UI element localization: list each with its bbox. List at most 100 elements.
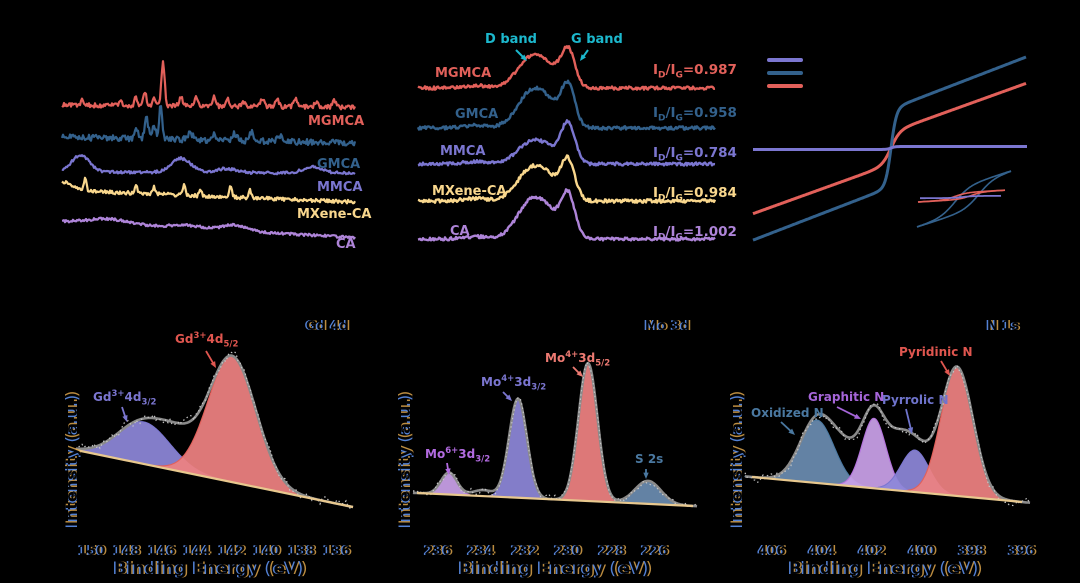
xrd-curve-mxene-ca [61, 176, 356, 205]
panel-xps-gd4d: Gd 4d Binding Energy (eV) Intensity (a.u… [60, 295, 360, 580]
annotation-arrowhead [210, 361, 216, 368]
x-tick-404: 404 [808, 544, 836, 559]
x-tick-138: 138 [288, 544, 316, 559]
xps-mo3d-plot [412, 360, 698, 508]
series-label-mgmca: MGMCA [308, 114, 365, 129]
panel-n1s-title: N 1s [987, 319, 1020, 334]
mh-curve-1 [752, 55, 1027, 242]
idig-value-mmca: ID/IG=0.784 [653, 145, 737, 164]
panel-xps-mo3d: Mo 3d Binding Energy (eV) Intensity (a.u… [395, 295, 715, 580]
legend-swatch-2 [767, 84, 803, 88]
band-annotation-d-band: D band [485, 32, 537, 47]
peak-label-s-2s: S 2s [635, 452, 664, 466]
xrd-curve-mmca [61, 154, 356, 176]
baseline-curve [751, 475, 1023, 504]
annotation-arrowhead [944, 369, 950, 376]
n1s-yaxis-label: Intensity (a.u.) [727, 392, 746, 527]
gd4d-yaxis-label: Intensity (a.u.) [62, 392, 81, 527]
x-tick-232: 232 [511, 544, 539, 559]
peak-label-gd3-4d5-2: Gd3+4d5/2 [175, 331, 239, 350]
magnetization-plot [752, 55, 1027, 242]
series-label-mxene-ca: MXene-CA [297, 207, 372, 222]
x-tick-226: 226 [641, 544, 669, 559]
x-tick-140: 140 [253, 544, 281, 559]
annotation-arrowhead [643, 472, 649, 479]
series-label-ca: CA [336, 237, 356, 252]
x-tick-236: 236 [424, 544, 452, 559]
annotation-arrowhead [520, 54, 527, 61]
idig-value-mxene-ca: ID/IG=0.984 [653, 185, 737, 204]
mh-inset-curve-2 [920, 194, 1002, 200]
peak-label-graphitic-n: Graphitic N [808, 390, 885, 404]
xps-gd4d-plot [75, 350, 354, 510]
n1s-xaxis-label: Binding Energy (eV) [788, 559, 982, 579]
xrd-curve-mgmca [61, 60, 357, 111]
series-label-gmca: GMCA [317, 157, 361, 172]
series-label-mgmca: MGMCA [435, 66, 492, 81]
panel-magnetization [745, 38, 1035, 250]
annotation-arrow [836, 406, 858, 419]
series-label-mmca: MMCA [317, 180, 363, 195]
xps-n1s-plot [744, 360, 1031, 507]
raman-curve-mmca [417, 119, 716, 167]
xrd-curve-gmca [60, 105, 357, 147]
x-tick-402: 402 [858, 544, 886, 559]
annotation-arrowhead [576, 370, 583, 377]
annotation-arrowhead [505, 394, 512, 401]
x-tick-146: 146 [148, 544, 176, 559]
annotation-arrowhead [788, 428, 795, 435]
mh-curve-2 [753, 145, 1027, 151]
x-tick-230: 230 [554, 544, 582, 559]
x-tick-228: 228 [598, 544, 626, 559]
x-tick-136: 136 [323, 544, 351, 559]
peak-label-oxidized-n: Oxidized N [751, 406, 824, 420]
gd4d-xaxis-label: Binding Energy (eV) [113, 559, 307, 579]
band-annotation-g-band: G band [571, 32, 623, 47]
x-tick-234: 234 [467, 544, 495, 559]
panel-gd4d-title: Gd 4d [306, 319, 349, 334]
x-tick-144: 144 [183, 544, 211, 559]
mo3d-xaxis-label: Binding Energy (eV) [458, 559, 652, 579]
raw-data-curve [412, 360, 698, 508]
annotation-arrowhead [122, 415, 128, 422]
legend-swatch-1 [767, 71, 803, 75]
idig-value-gmca: ID/IG=0.958 [653, 105, 737, 124]
annotation-arrow [205, 350, 215, 366]
panel-mo3d-title: Mo 3d [645, 319, 690, 334]
x-tick-396: 396 [1008, 544, 1036, 559]
raman-curve-mxene-ca [417, 154, 717, 204]
x-tick-150: 150 [78, 544, 106, 559]
baseline-curve [416, 491, 694, 508]
series-label-gmca: GMCA [455, 107, 499, 122]
panel-xrd: MGMCA GMCA MMCA MXene-CA CA [55, 45, 372, 260]
mh-inset-curve-1 [917, 189, 1005, 203]
peak-label-pyridinic-n: Pyridinic N [899, 345, 973, 359]
annotation-arrow [905, 408, 912, 431]
annotation-arrowhead [445, 468, 451, 475]
peak-label-gd3-4d3-2: Gd3+4d3/2 [93, 389, 157, 408]
peak-label-mo4-3d3-2: Mo4+3d3/2 [481, 374, 547, 393]
mh-inset-curve-0 [916, 170, 1012, 228]
peak-label-mo6-3d3-2: Mo6+3d3/2 [425, 446, 491, 465]
panel-xps-n1s: N 1s Binding Energy (eV) Intensity (a.u.… [725, 295, 1045, 580]
series-label-mxene-ca: MXene-CA [432, 184, 507, 199]
raman-plot [416, 45, 717, 242]
raman-curve-gmca [416, 79, 716, 131]
raw-data-curve [744, 363, 1030, 507]
annotation-arrow [780, 421, 793, 433]
mh-inset-curve-0 [916, 170, 1012, 228]
peak-label-mo4-3d5-2: Mo4+3d5/2 [545, 350, 611, 369]
raw-data-curve [75, 350, 353, 510]
series-label-mmca: MMCA [440, 144, 486, 159]
xrd-curve-ca [61, 216, 356, 240]
x-tick-148: 148 [113, 544, 141, 559]
raman-curve-mgmca [417, 45, 716, 91]
x-tick-400: 400 [908, 544, 936, 559]
annotation-arrowhead [580, 54, 586, 61]
legend-swatch-0 [767, 58, 803, 62]
mo3d-yaxis-label: Intensity (a.u.) [395, 392, 414, 527]
baseline-curve [75, 448, 354, 509]
x-tick-406: 406 [758, 544, 786, 559]
peak-label-pyrrolic-n: Pyrrolic N [882, 393, 949, 407]
